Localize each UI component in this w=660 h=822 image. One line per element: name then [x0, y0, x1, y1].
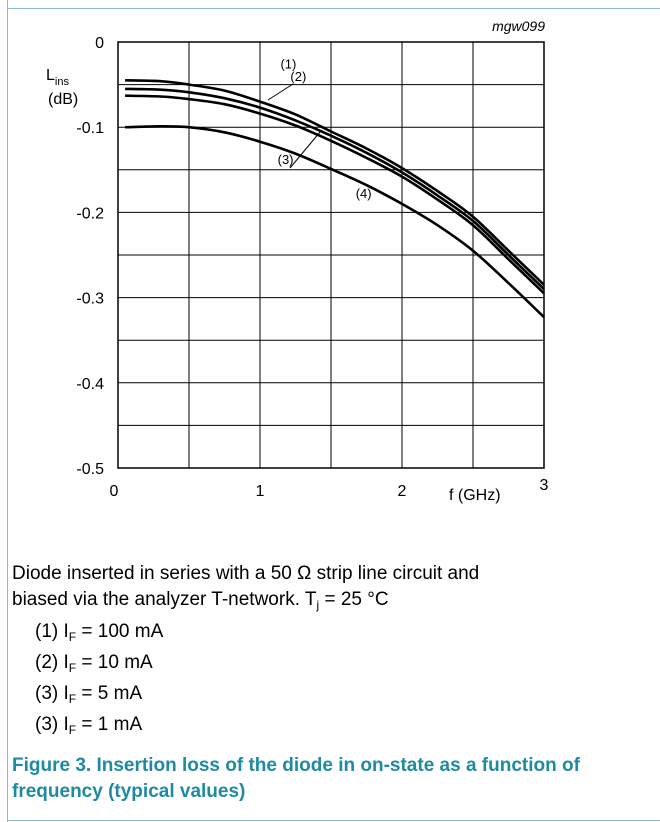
y-tick-label: -0.4 [76, 376, 104, 393]
chart-code: mgw099 [492, 18, 545, 34]
x-tick-label: 0 [110, 483, 119, 500]
condition-item-3: (3) IF = 5 mA [35, 681, 652, 712]
condition-number: (2) I [35, 652, 69, 673]
chart-tick-labels: 0 -0.1 -0.2 -0.3 -0.4 -0.5 0 1 2 3 [76, 35, 548, 500]
curve-label-leader [289, 131, 321, 169]
curve-label: (2) [290, 69, 306, 84]
x-axis-label: f (GHz) [449, 487, 501, 504]
condition-subscript: F [68, 630, 77, 644]
caption-line-1: Diode inserted in series with a 50 Ω str… [12, 563, 480, 584]
y-axis-label-main: L [46, 67, 55, 84]
condition-subscript: F [68, 723, 77, 737]
y-tick-label: 0 [95, 35, 104, 52]
y-axis-unit: (dB) [48, 91, 78, 108]
condition-value: = 5 mA [76, 683, 143, 704]
frame-line-left [7, 0, 8, 822]
series-line [125, 124, 545, 319]
condition-number: (3) I [35, 714, 69, 735]
condition-item-1: (1) IF = 100 mA [35, 619, 652, 650]
curve-label-leader [267, 83, 294, 101]
condition-number: (3) I [35, 683, 69, 704]
condition-value: = 1 mA [76, 714, 143, 735]
figure-title: Figure 3. Insertion loss of the diode in… [12, 755, 580, 802]
caption-line-2-suffix: = 25 °C [319, 589, 389, 610]
frame-line-top [7, 8, 660, 9]
series-line [125, 87, 545, 291]
frame-line-bottom [7, 820, 660, 821]
caption-line-2-subscript: j [316, 598, 320, 612]
caption-line-2: biased via the analyzer T-network. Tj = … [12, 587, 652, 613]
condition-subscript: F [68, 692, 77, 706]
condition-item-4: (3) IF = 1 mA [35, 712, 652, 743]
chart-curve-labels: (1)(2) (3) (4) [267, 56, 372, 201]
series-line [125, 94, 545, 295]
plot-border [117, 41, 545, 469]
y-axis-label: Lins [46, 67, 69, 88]
condition-value: = 10 mA [76, 652, 153, 673]
curve-label: (1) [280, 56, 296, 71]
y-tick-label: -0.1 [76, 120, 104, 137]
caption-line-2-text: biased via the analyzer T-network. T [12, 589, 317, 610]
insertion-loss-chart: 0 -0.1 -0.2 -0.3 -0.4 -0.5 0 1 2 3 (1)(2) (3) (4) m… [46, 18, 549, 504]
condition-item-2: (2) IF = 10 mA [35, 650, 652, 681]
y-tick-label: -0.5 [76, 461, 104, 478]
y-tick-label: -0.3 [76, 291, 104, 308]
condition-value: = 100 mA [76, 621, 164, 642]
y-axis-label-sub: ins [55, 76, 70, 88]
condition-list: (1) IF = 100 mA (2) IF = 10 mA (3) IF = … [35, 619, 652, 743]
y-tick-label: -0.2 [76, 205, 104, 222]
condition-subscript: F [68, 661, 77, 675]
chart-curves [125, 79, 545, 319]
x-tick-label: 3 [540, 477, 549, 494]
condition-number: (1) I [35, 621, 69, 642]
x-tick-label: 2 [398, 483, 407, 500]
series-line [125, 79, 545, 286]
x-tick-label: 1 [256, 483, 265, 500]
curve-label: (3) [278, 152, 294, 167]
figure-caption: Diode inserted in series with a 50 Ω str… [12, 561, 652, 743]
chart-grid [117, 41, 545, 469]
curve-label: (4) [356, 186, 372, 201]
